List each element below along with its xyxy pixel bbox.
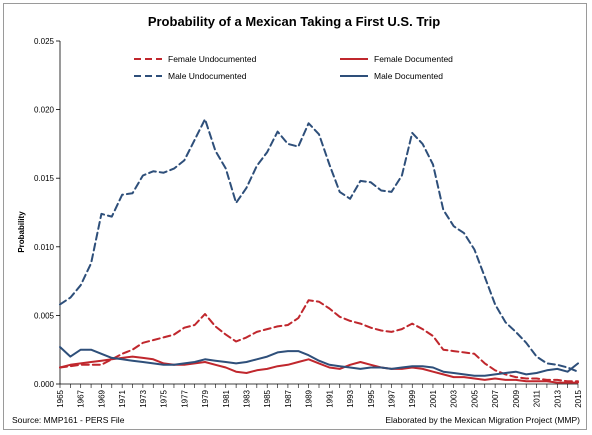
y-tick-label: 0.000 bbox=[34, 380, 55, 389]
x-tick-label: 2011 bbox=[533, 389, 542, 407]
series-line-female-documented bbox=[59, 355, 579, 384]
x-tick-label: 1975 bbox=[160, 389, 169, 407]
x-tick-label: 1973 bbox=[139, 389, 148, 407]
legend-label: Female Undocumented bbox=[168, 54, 257, 64]
x-tick-label: 1981 bbox=[222, 389, 231, 407]
x-tick-label: 1989 bbox=[305, 389, 314, 407]
x-tick-label: 1985 bbox=[263, 389, 272, 407]
series-lines bbox=[59, 118, 579, 384]
x-tick-label: 2001 bbox=[429, 389, 438, 407]
axes: 0.000 0.005 0.010 0.015 0.020 0.025 1965 1967 19… bbox=[34, 37, 583, 408]
y-tick-label: 0.005 bbox=[34, 311, 55, 320]
x-tick-label: 2009 bbox=[512, 389, 521, 407]
x-tick-label: 1969 bbox=[97, 389, 106, 407]
x-tick-label: 1999 bbox=[408, 389, 417, 407]
x-tick-label: 2003 bbox=[450, 389, 459, 407]
x-tick-label: 1997 bbox=[388, 389, 397, 407]
x-tick-label: 1977 bbox=[180, 389, 189, 407]
x-tick-label: 2013 bbox=[553, 389, 562, 407]
y-axis-label: Probability bbox=[17, 211, 26, 253]
legend: Female Undocumented Female Documented Male… bbox=[134, 54, 453, 81]
legend-label: Male Undocumented bbox=[168, 71, 247, 81]
source-note: Source: MMP161 - PERS File bbox=[12, 415, 125, 425]
y-tick-label: 0.020 bbox=[34, 106, 55, 115]
chart-title: Probability of a Mexican Taking a First … bbox=[148, 14, 440, 29]
credit-note: Elaborated by the Mexican Migration Proj… bbox=[385, 415, 580, 425]
chart-frame: Probability of a Mexican Taking a First … bbox=[3, 3, 587, 430]
x-tick-label: 1967 bbox=[77, 389, 86, 407]
x-tick-label: 2015 bbox=[574, 389, 583, 407]
x-tick-label: 1995 bbox=[367, 389, 376, 407]
x-tick-label: 2005 bbox=[470, 389, 479, 407]
x-tick-label: 1979 bbox=[201, 389, 210, 407]
series-line-male-undocumented bbox=[59, 118, 579, 373]
x-tick-label: 1971 bbox=[118, 389, 127, 407]
x-tick-label: 1987 bbox=[284, 389, 293, 407]
legend-label: Female Documented bbox=[374, 54, 453, 64]
y-tick-label: 0.015 bbox=[34, 174, 55, 183]
line-chart: Probability of a Mexican Taking a First … bbox=[12, 14, 583, 425]
y-tick-label: 0.025 bbox=[34, 37, 55, 46]
series-line-female-undocumented bbox=[59, 299, 579, 383]
legend-label: Male Documented bbox=[374, 71, 443, 81]
x-tick-label: 1965 bbox=[56, 389, 65, 407]
x-tick-label: 1991 bbox=[325, 389, 334, 407]
x-tick-label: 2007 bbox=[491, 389, 500, 407]
x-tick-label: 1993 bbox=[346, 389, 355, 407]
y-tick-label: 0.010 bbox=[34, 243, 55, 252]
series-line-male-documented bbox=[59, 346, 579, 377]
x-tick-label: 1983 bbox=[242, 389, 251, 407]
